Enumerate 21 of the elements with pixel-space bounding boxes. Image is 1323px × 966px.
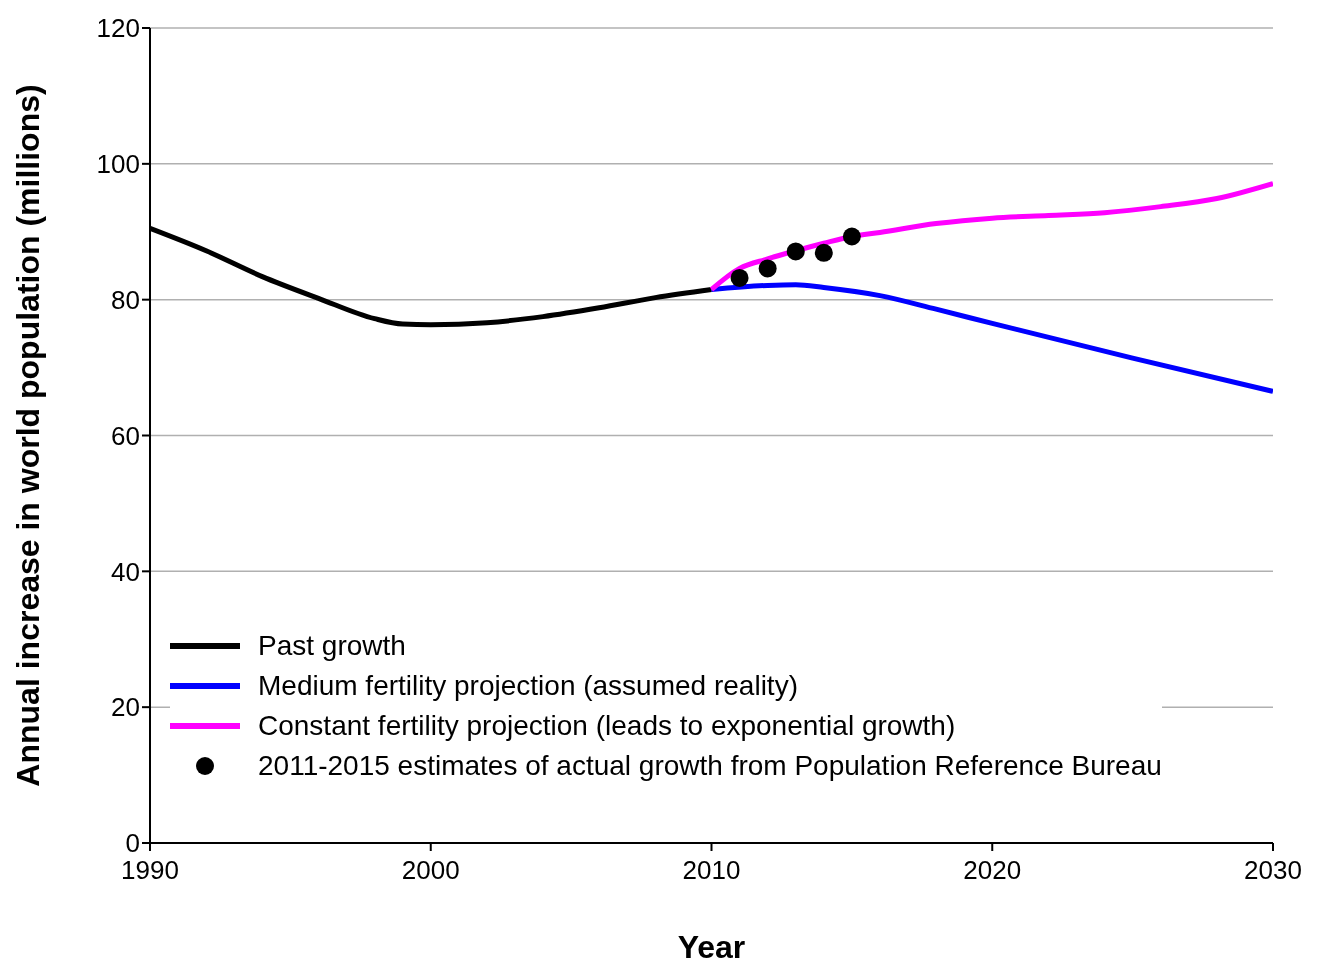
point — [758, 259, 777, 278]
legend-label: 2011-2015 estimates of actual growth from Population Reference Bureau — [258, 749, 1162, 783]
y-tick-label: 60 — [111, 420, 140, 451]
x-tick-label: 2030 — [1244, 855, 1302, 886]
legend-label: Medium fertility projection (assumed reality) — [258, 669, 798, 703]
legend-label: Constant fertility projection (leads to exponential growth) — [258, 709, 956, 743]
point — [814, 243, 833, 262]
point — [730, 268, 749, 287]
y-axis-title: Annual increase in world population (millions) — [10, 84, 47, 787]
y-tick-label: 80 — [111, 284, 140, 315]
legend-label: Past growth — [258, 629, 406, 663]
y-tick-label: 40 — [111, 556, 140, 587]
y-tick-label: 120 — [96, 13, 140, 44]
x-tick-label: 2020 — [963, 855, 1022, 886]
y-tick-label: 20 — [111, 692, 140, 723]
x-axis-title: Year — [677, 929, 746, 965]
point — [842, 227, 861, 246]
y-tick-label: 100 — [96, 149, 140, 180]
point — [786, 242, 805, 261]
x-tick-label: 2010 — [682, 855, 741, 886]
x-tick-label: 2000 — [401, 855, 460, 886]
